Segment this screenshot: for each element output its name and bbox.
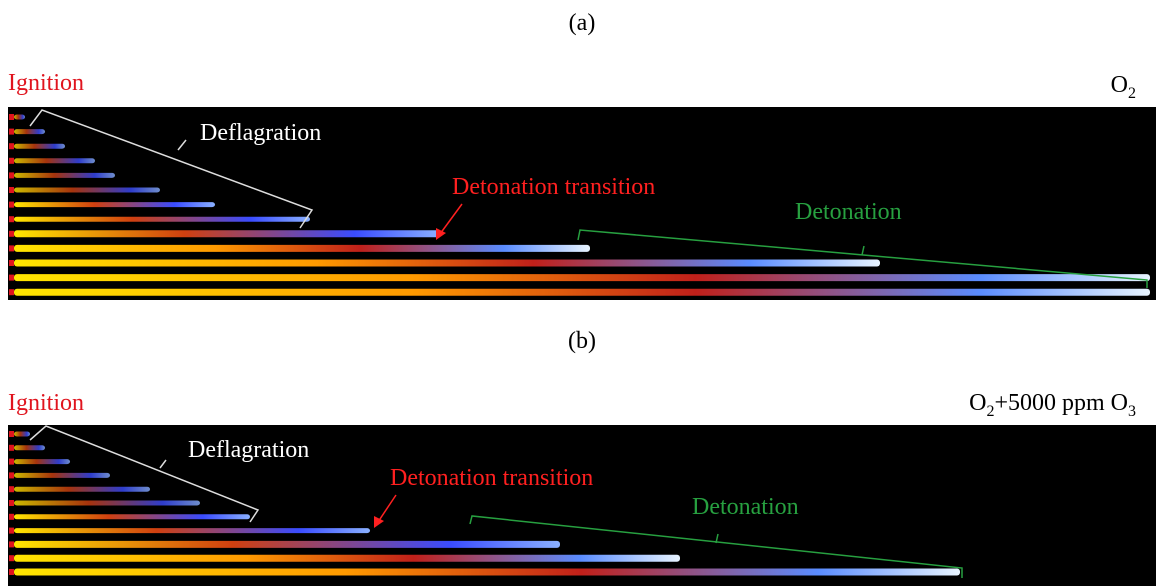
mixture-sub: 3 bbox=[1128, 403, 1136, 420]
flame-streak bbox=[14, 115, 25, 120]
flame-streak bbox=[14, 158, 95, 163]
flame-streak bbox=[14, 217, 310, 222]
panel: (a) Ignition O2 Deflagration Detonation … bbox=[8, 10, 1156, 300]
mixture-base: O bbox=[969, 390, 986, 416]
ignition-marker bbox=[9, 202, 14, 208]
flame-streak bbox=[14, 459, 70, 464]
flame-streak bbox=[14, 514, 250, 519]
ignition-marker bbox=[9, 541, 14, 547]
panel-label: (b) bbox=[568, 328, 596, 354]
panel: (b) Ignition O2+5000 ppm O3 Deflagration… bbox=[8, 328, 1156, 586]
ignition-marker bbox=[9, 275, 14, 281]
flame-streak bbox=[14, 569, 960, 576]
ignition-marker bbox=[9, 431, 14, 437]
flame-streak bbox=[14, 555, 680, 562]
flame-streak bbox=[14, 445, 45, 450]
flame-streak bbox=[14, 245, 590, 252]
flame-streak bbox=[14, 202, 215, 207]
ignition-marker bbox=[9, 445, 14, 451]
mixture-base: O bbox=[1111, 72, 1128, 98]
mixture-label: O2+5000 ppm O3 bbox=[969, 390, 1136, 420]
mixture-rest: +5000 ppm O bbox=[994, 390, 1128, 416]
transition-label: Detonation transition bbox=[390, 465, 593, 491]
ignition-marker bbox=[9, 143, 14, 149]
flame-streak bbox=[14, 274, 1150, 281]
ignition-marker bbox=[9, 114, 14, 120]
flame-streak bbox=[14, 144, 65, 149]
flame-streak bbox=[14, 501, 200, 506]
ignition-marker bbox=[9, 459, 14, 465]
ignition-marker bbox=[9, 472, 14, 478]
ignition-marker bbox=[9, 245, 14, 251]
flame-streak bbox=[14, 289, 1150, 296]
ignition-marker bbox=[9, 158, 14, 164]
flame-streak bbox=[14, 188, 160, 193]
deflagration-label: Deflagration bbox=[188, 437, 309, 463]
ignition-marker bbox=[9, 187, 14, 193]
ignition-marker bbox=[9, 500, 14, 506]
ignition-marker bbox=[9, 514, 14, 520]
mixture-sub: 2 bbox=[986, 403, 994, 420]
flame-streak bbox=[14, 230, 440, 237]
figure: (a) Ignition O2 Deflagration Detonation … bbox=[0, 0, 1164, 586]
ignition-marker bbox=[9, 231, 14, 237]
ignition-label: Ignition bbox=[8, 70, 84, 96]
flame-streak bbox=[14, 473, 110, 478]
ignition-marker bbox=[9, 555, 14, 561]
deflagration-label: Deflagration bbox=[200, 120, 321, 146]
ignition-marker bbox=[9, 569, 14, 575]
flame-streak bbox=[14, 487, 150, 492]
detonation-label: Detonation bbox=[795, 199, 902, 225]
ignition-marker bbox=[9, 172, 14, 178]
flame-streak bbox=[14, 541, 560, 548]
flame-streak bbox=[14, 528, 370, 533]
ignition-marker bbox=[9, 289, 14, 295]
flame-streak bbox=[14, 432, 30, 437]
ignition-label: Ignition bbox=[8, 390, 84, 416]
ignition-marker bbox=[9, 528, 14, 534]
flame-streak bbox=[14, 260, 880, 267]
panel-label: (a) bbox=[569, 10, 596, 36]
ignition-marker bbox=[9, 260, 14, 266]
transition-label: Detonation transition bbox=[452, 174, 655, 200]
mixture-sub: 2 bbox=[1128, 85, 1136, 102]
mixture-label: O2 bbox=[1111, 72, 1136, 102]
detonation-label: Detonation bbox=[692, 494, 799, 520]
ignition-marker bbox=[9, 129, 14, 135]
flame-streak bbox=[14, 129, 45, 134]
ignition-marker bbox=[9, 216, 14, 222]
flame-streak bbox=[14, 173, 115, 178]
ignition-marker bbox=[9, 486, 14, 492]
